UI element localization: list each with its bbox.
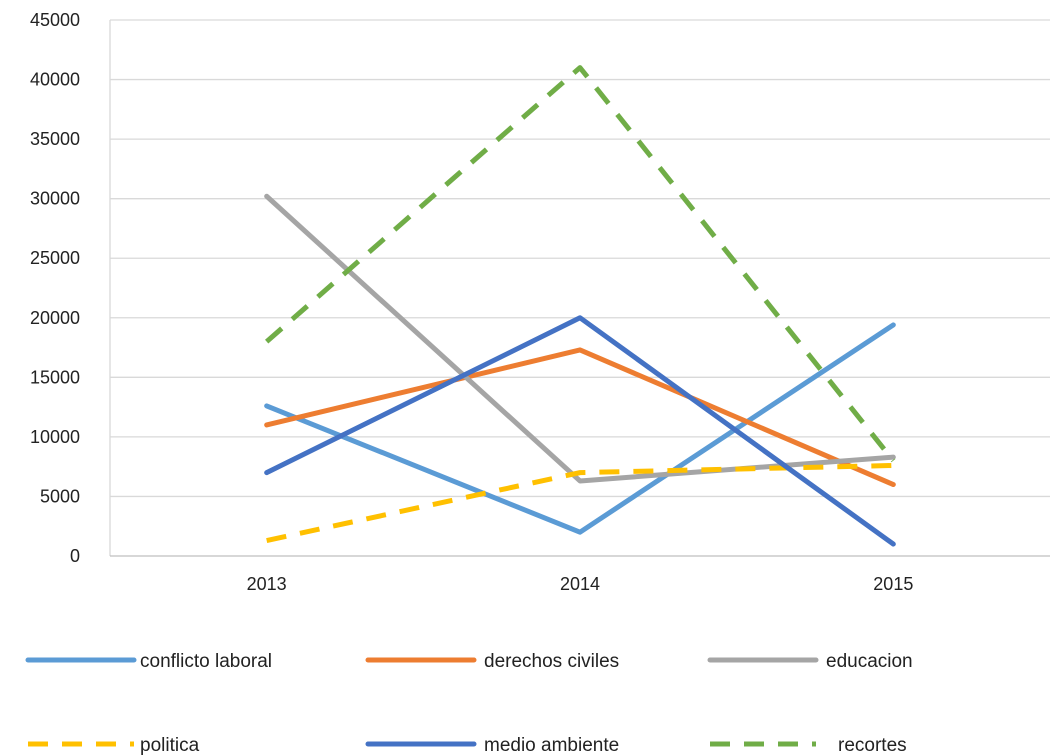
legend-label: medio ambiente bbox=[484, 735, 619, 755]
x-tick-label: 2013 bbox=[247, 574, 287, 594]
y-tick-label: 40000 bbox=[30, 70, 80, 90]
x-tick-label: 2015 bbox=[873, 574, 913, 594]
y-tick-label: 0 bbox=[70, 546, 80, 566]
y-tick-label: 25000 bbox=[30, 248, 80, 268]
legend-label: recortes bbox=[838, 735, 907, 755]
y-tick-label: 30000 bbox=[30, 189, 80, 209]
x-tick-label: 2014 bbox=[560, 574, 600, 594]
legend-label: derechos civiles bbox=[484, 651, 619, 672]
series-line-educacion bbox=[264, 193, 896, 484]
series-line-conflicto-laboral bbox=[264, 322, 896, 535]
legend-label: conflicto laboral bbox=[140, 651, 272, 672]
y-tick-label: 5000 bbox=[40, 486, 80, 506]
axes: 0 5000 10000 15000 20000 25000 30000 35000 40000… bbox=[30, 10, 1050, 594]
series-line-medio-ambiente bbox=[264, 315, 896, 547]
y-tick-label: 15000 bbox=[30, 367, 80, 387]
series-line-recortes bbox=[265, 65, 896, 463]
y-tick-label: 10000 bbox=[30, 427, 80, 447]
legend-label: educacion bbox=[826, 651, 913, 672]
y-tick-label: 45000 bbox=[30, 10, 80, 30]
y-tick-label: 35000 bbox=[30, 129, 80, 149]
y-tick-label: 20000 bbox=[30, 308, 80, 328]
series-line-derechos-civiles bbox=[264, 347, 896, 488]
legend: conflicto laboral derechos civiles educaci… bbox=[25, 651, 913, 755]
series-lines bbox=[264, 65, 896, 547]
legend-label: politica bbox=[140, 735, 200, 755]
grid-lines bbox=[110, 19, 1050, 498]
